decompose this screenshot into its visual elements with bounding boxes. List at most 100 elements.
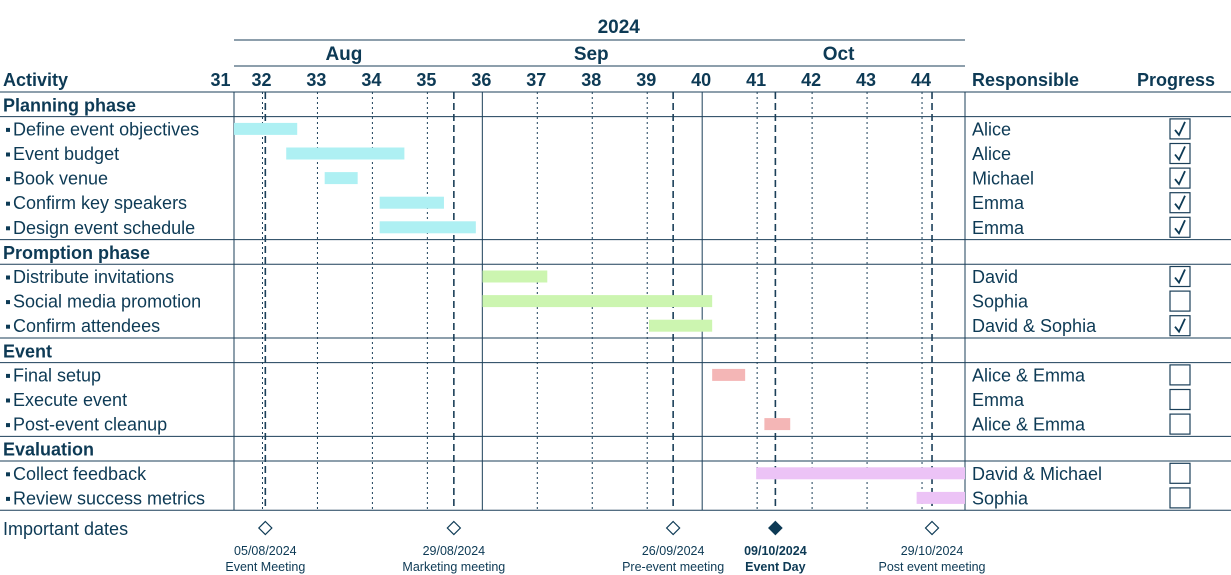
progress-checkbox (1169, 290, 1191, 312)
milestone-date: 29/08/2024 (423, 544, 486, 558)
phase-label-2: Promption phase (3, 243, 150, 263)
progress-checkbox (1169, 192, 1191, 214)
task-label: Final setup (13, 365, 101, 385)
responsible-label: Alice (972, 119, 1011, 139)
week-label-32: 32 (251, 70, 271, 90)
week-label-37: 37 (526, 70, 546, 90)
task-label: Event budget (13, 144, 119, 164)
task-bar (764, 418, 791, 431)
responsible-label: David & Michael (972, 464, 1102, 484)
task-label: Execute event (13, 390, 127, 410)
task-bar (916, 491, 965, 504)
task-label: Review success metrics (13, 488, 205, 508)
task-label: Confirm attendees (13, 316, 160, 336)
check-mark-icon (1174, 195, 1186, 211)
responsible-label: Alice & Emma (972, 415, 1086, 435)
important-dates-label: Important dates (3, 519, 128, 539)
week-label-35: 35 (416, 70, 436, 90)
task-label: Post-event cleanup (13, 415, 167, 435)
progress-checkbox (1169, 167, 1191, 189)
week-label-31: 31 (211, 70, 231, 90)
task-label: Design event schedule (13, 218, 195, 238)
responsible-label: Michael (972, 169, 1034, 189)
progress-checkbox (1169, 142, 1191, 165)
task-bullet (6, 324, 10, 329)
milestone-label: Marketing meeting (402, 560, 505, 574)
milestone-date: 26/09/2024 (642, 544, 705, 558)
phase-label-4: Evaluation (3, 440, 94, 460)
responsible-label: David (972, 267, 1018, 287)
check-mark-icon (1174, 269, 1186, 285)
task-bullet (6, 398, 10, 403)
task-bar (482, 270, 548, 283)
responsible-label: Sophia (972, 488, 1029, 508)
milestone-label: Post event meeting (879, 560, 986, 574)
milestone-date: 09/10/2024 (744, 544, 807, 558)
check-mark-icon (1174, 318, 1186, 334)
responsible-label: Emma (972, 390, 1025, 410)
progress-checkbox (1169, 413, 1191, 435)
task-bullet (6, 423, 10, 428)
task-label: Collect feedback (13, 464, 147, 484)
task-bullet (6, 201, 10, 206)
milestone-diamond-icon (257, 520, 273, 536)
task-bullet (6, 472, 10, 477)
milestone-date: 05/08/2024 (234, 544, 297, 558)
responsible-label: Emma (972, 193, 1025, 213)
task-bar (324, 172, 358, 185)
week-label-36: 36 (471, 70, 491, 90)
milestone-diamond-icon (446, 520, 462, 536)
week-label-34: 34 (361, 70, 381, 90)
week-label-39: 39 (636, 70, 656, 90)
task-bar (482, 295, 713, 308)
task-bullet (6, 152, 10, 157)
week-label-38: 38 (581, 70, 601, 90)
responsible-label: David & Sophia (972, 316, 1097, 336)
task-label: Book venue (13, 169, 108, 189)
week-label-41: 41 (746, 70, 766, 90)
milestone-label: Pre-event meeting (622, 560, 724, 574)
task-bullet (6, 275, 10, 280)
task-bullet (6, 177, 10, 182)
responsible-label: Alice (972, 144, 1011, 164)
progress-header: Progress (1137, 70, 1215, 90)
check-mark-icon (1174, 146, 1186, 162)
task-bullet (6, 373, 10, 378)
phase-label-1: Planning phase (3, 95, 136, 115)
month-label-aug: Aug (325, 44, 362, 65)
milestone-label: Event Meeting (225, 560, 305, 574)
responsible-label: Emma (972, 218, 1025, 238)
progress-checkbox (1169, 364, 1191, 386)
progress-checkbox (1169, 265, 1191, 288)
milestone-diamond-icon (924, 520, 940, 536)
task-bullet (6, 496, 10, 501)
phase-label-3: Event (3, 341, 52, 361)
year-label: 2024 (598, 17, 641, 38)
week-label-40: 40 (691, 70, 711, 90)
week-label-44: 44 (911, 70, 931, 90)
task-bar (379, 196, 444, 209)
responsible-label: Sophia (972, 292, 1029, 312)
task-bar (234, 122, 298, 135)
month-label-sep: Sep (574, 44, 609, 65)
check-mark-icon (1174, 170, 1186, 186)
responsible-label: Alice & Emma (972, 365, 1086, 385)
task-label: Distribute invitations (13, 267, 174, 287)
milestone-date: 29/10/2024 (901, 544, 964, 558)
task-bullet (6, 127, 10, 132)
progress-checkbox (1169, 487, 1191, 509)
progress-checkbox (1169, 315, 1191, 337)
task-label: Social media promotion (13, 292, 201, 312)
task-bar (379, 221, 476, 234)
responsible-header: Responsible (972, 70, 1079, 90)
task-bar (756, 467, 965, 480)
progress-checkbox (1169, 118, 1191, 140)
task-label: Define event objectives (13, 119, 199, 139)
month-label-oct: Oct (823, 44, 855, 65)
task-bar (712, 368, 746, 381)
milestone-diamond-icon (768, 520, 783, 536)
milestone-label: Event Day (745, 560, 805, 574)
week-label-42: 42 (801, 70, 821, 90)
check-mark-icon (1174, 121, 1186, 137)
